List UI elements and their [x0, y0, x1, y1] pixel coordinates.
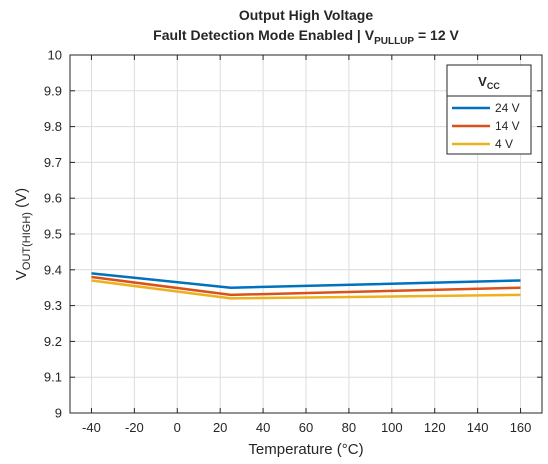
chart-title-line2-prefix: Fault Detection Mode Enabled | V — [153, 27, 375, 43]
x-tick-label: -40 — [82, 420, 101, 435]
y-tick-label: 9.6 — [44, 191, 62, 206]
legend-box — [446, 64, 532, 155]
y-tick-label: 9.3 — [44, 298, 62, 313]
chart-title-line2: Fault Detection Mode Enabled | VPULLUP =… — [153, 27, 459, 47]
y-tick-label: 9.8 — [44, 119, 62, 134]
y-tick-label: 9 — [55, 406, 62, 421]
legend-item: 4 V — [452, 137, 513, 151]
legend: VCC 24 V 14 V 4 V — [446, 64, 532, 155]
y-tick-label: 9.1 — [44, 370, 62, 385]
x-tick-label: 40 — [256, 420, 270, 435]
y-tick-label: 10 — [48, 48, 62, 63]
series-line-24-v — [91, 272, 521, 289]
x-tick-label: 20 — [213, 420, 227, 435]
series-line-4-v — [91, 279, 521, 300]
y-axis-label-unit: (V) — [13, 188, 30, 212]
x-tick-label: 80 — [342, 420, 356, 435]
x-tick-label: 60 — [299, 420, 313, 435]
y-tick-label: 9.7 — [44, 155, 62, 170]
x-tick-label: -20 — [125, 420, 144, 435]
y-tick-label: 9.5 — [44, 227, 62, 242]
chart-title-line2-suffix: = 12 V — [414, 27, 459, 43]
legend-items: 24 V 14 V 4 V — [452, 101, 520, 151]
legend-title-main: V — [478, 74, 487, 89]
y-axis-label-sub: OUT(HIGH) — [21, 212, 33, 270]
legend-item: 24 V — [452, 101, 520, 115]
x-ticks: -40 -20 0 20 40 60 80 100 120 140 160 — [82, 55, 531, 435]
x-tick-label: 120 — [424, 420, 446, 435]
series-lines — [91, 272, 521, 300]
y-tick-label: 9.9 — [44, 83, 62, 98]
y-tick-label: 9.2 — [44, 334, 62, 349]
x-tick-label: 160 — [510, 420, 532, 435]
chart-title-line1: Output High Voltage — [239, 7, 373, 23]
y-ticks: 9 9.1 9.2 9.3 9.4 9.5 9.6 9.7 9.8 9.9 10 — [44, 48, 542, 421]
legend-title-sub: CC — [487, 81, 500, 91]
legend-title: VCC — [478, 74, 500, 91]
y-axis-label: VOUT(HIGH) (V) — [13, 188, 33, 280]
x-tick-label: 140 — [467, 420, 489, 435]
legend-item: 14 V — [452, 119, 520, 133]
legend-label: 4 V — [495, 137, 513, 151]
y-tick-label: 9.4 — [44, 262, 62, 277]
y-axis-label-main: V — [13, 270, 30, 280]
x-tick-label: 100 — [381, 420, 403, 435]
x-tick-label: 0 — [174, 420, 181, 435]
x-axis-label: Temperature (°C) — [248, 441, 363, 458]
legend-label: 14 V — [495, 119, 520, 133]
chart-title-line2-sub: PULLUP — [374, 36, 414, 47]
series-line-14-v — [91, 275, 521, 297]
legend-label: 24 V — [495, 101, 520, 115]
